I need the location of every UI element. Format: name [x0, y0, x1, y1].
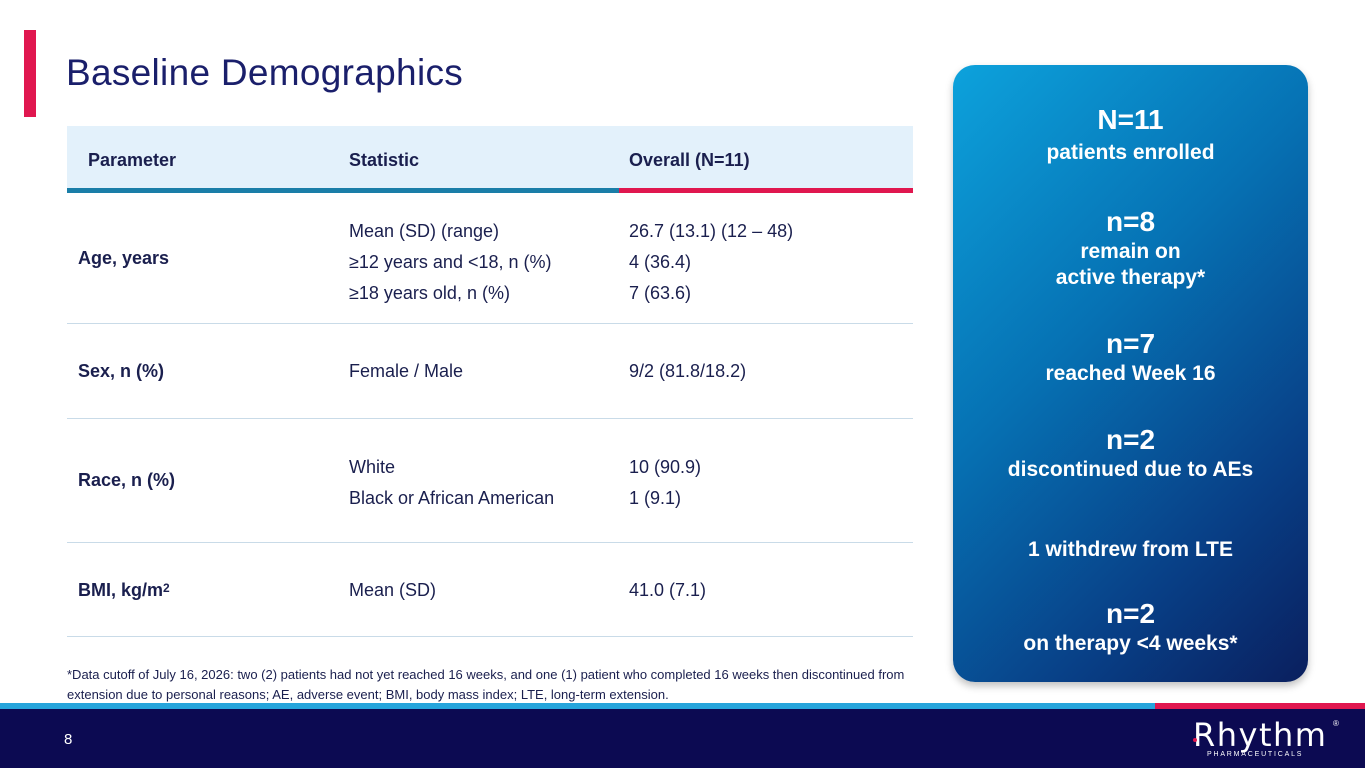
rhythm-logo: Rhythm ® PHARMACEUTICALS: [1193, 717, 1343, 765]
value-sex: 9/2 (81.8/18.2): [629, 361, 747, 381]
stat-discontinued: n=2 discontinued due to AEs: [1007, 424, 1254, 481]
stat-active-therapy: n=8 remain on active therapy*: [1055, 206, 1206, 289]
stat-sex: Female / Male: [349, 361, 464, 381]
stat-age-12-18: ≥12 years and <18, n (%): [349, 252, 552, 272]
demographics-table: Parameter Statistic Overall (N=11) Age, …: [67, 126, 913, 637]
stat-age: Mean (SD) (range) ≥12 years and <18, n (…: [349, 221, 552, 303]
footer: 8 Rhythm ® PHARMACEUTICALS: [0, 709, 1365, 768]
value-bmi: 41.0 (7.1): [629, 580, 707, 600]
stat-bmi: Mean (SD): [349, 580, 437, 600]
stat-short-therapy: n=2 on therapy <4 weeks*: [1023, 598, 1238, 655]
param-sex: Sex, n (%): [78, 361, 165, 381]
header-statistic: Statistic: [349, 150, 420, 170]
title-accent-bar: [24, 30, 36, 117]
header-parameter: Parameter: [88, 150, 177, 170]
value-age: 26.7 (13.1) (12 – 48) 4 (36.4) 7 (63.6): [629, 221, 794, 303]
logo-subtitle: PHARMACEUTICALS: [1207, 751, 1304, 758]
param-race: Race, n (%): [78, 470, 176, 490]
stat-withdrew: 1 withdrew from LTE: [1028, 538, 1233, 561]
enrollment-summary-panel: N=11 patients enrolled n=8 remain on act…: [953, 65, 1308, 682]
header-overall: Overall (N=11): [629, 150, 750, 170]
page-number: 8: [64, 731, 73, 748]
stat-enrolled: N=11 patients enrolled: [1046, 104, 1215, 164]
stat-week16: n=7 reached Week 16: [1045, 328, 1216, 385]
logo-wordmark: Rhythm: [1193, 716, 1328, 754]
table-row-race: Race, n (%) White Black or African Ameri…: [67, 419, 913, 543]
table-header: Parameter Statistic Overall (N=11): [67, 126, 913, 193]
footnote: *Data cutoff of July 16, 2026: two (2) p…: [67, 667, 905, 702]
stat-race: White Black or African American: [349, 457, 555, 508]
logo-registered: ®: [1333, 719, 1339, 728]
table-row-bmi: BMI, kg/m2 Mean (SD) 41.0 (7.1): [67, 543, 913, 637]
logo-dot-icon: [1193, 738, 1197, 742]
page-title: Baseline Demographics: [66, 52, 464, 93]
value-race: 10 (90.9) 1 (9.1): [629, 457, 702, 508]
param-age: Age, years: [78, 248, 170, 268]
table-row-sex: Sex, n (%) Female / Male 9/2 (81.8/18.2): [67, 324, 913, 419]
footer-stripe: [0, 703, 1365, 709]
header-underline: [67, 188, 913, 193]
table-row-age: Age, years Mean (SD) (range) ≥12 years a…: [67, 193, 913, 324]
param-bmi: BMI, kg/m2: [78, 580, 170, 600]
